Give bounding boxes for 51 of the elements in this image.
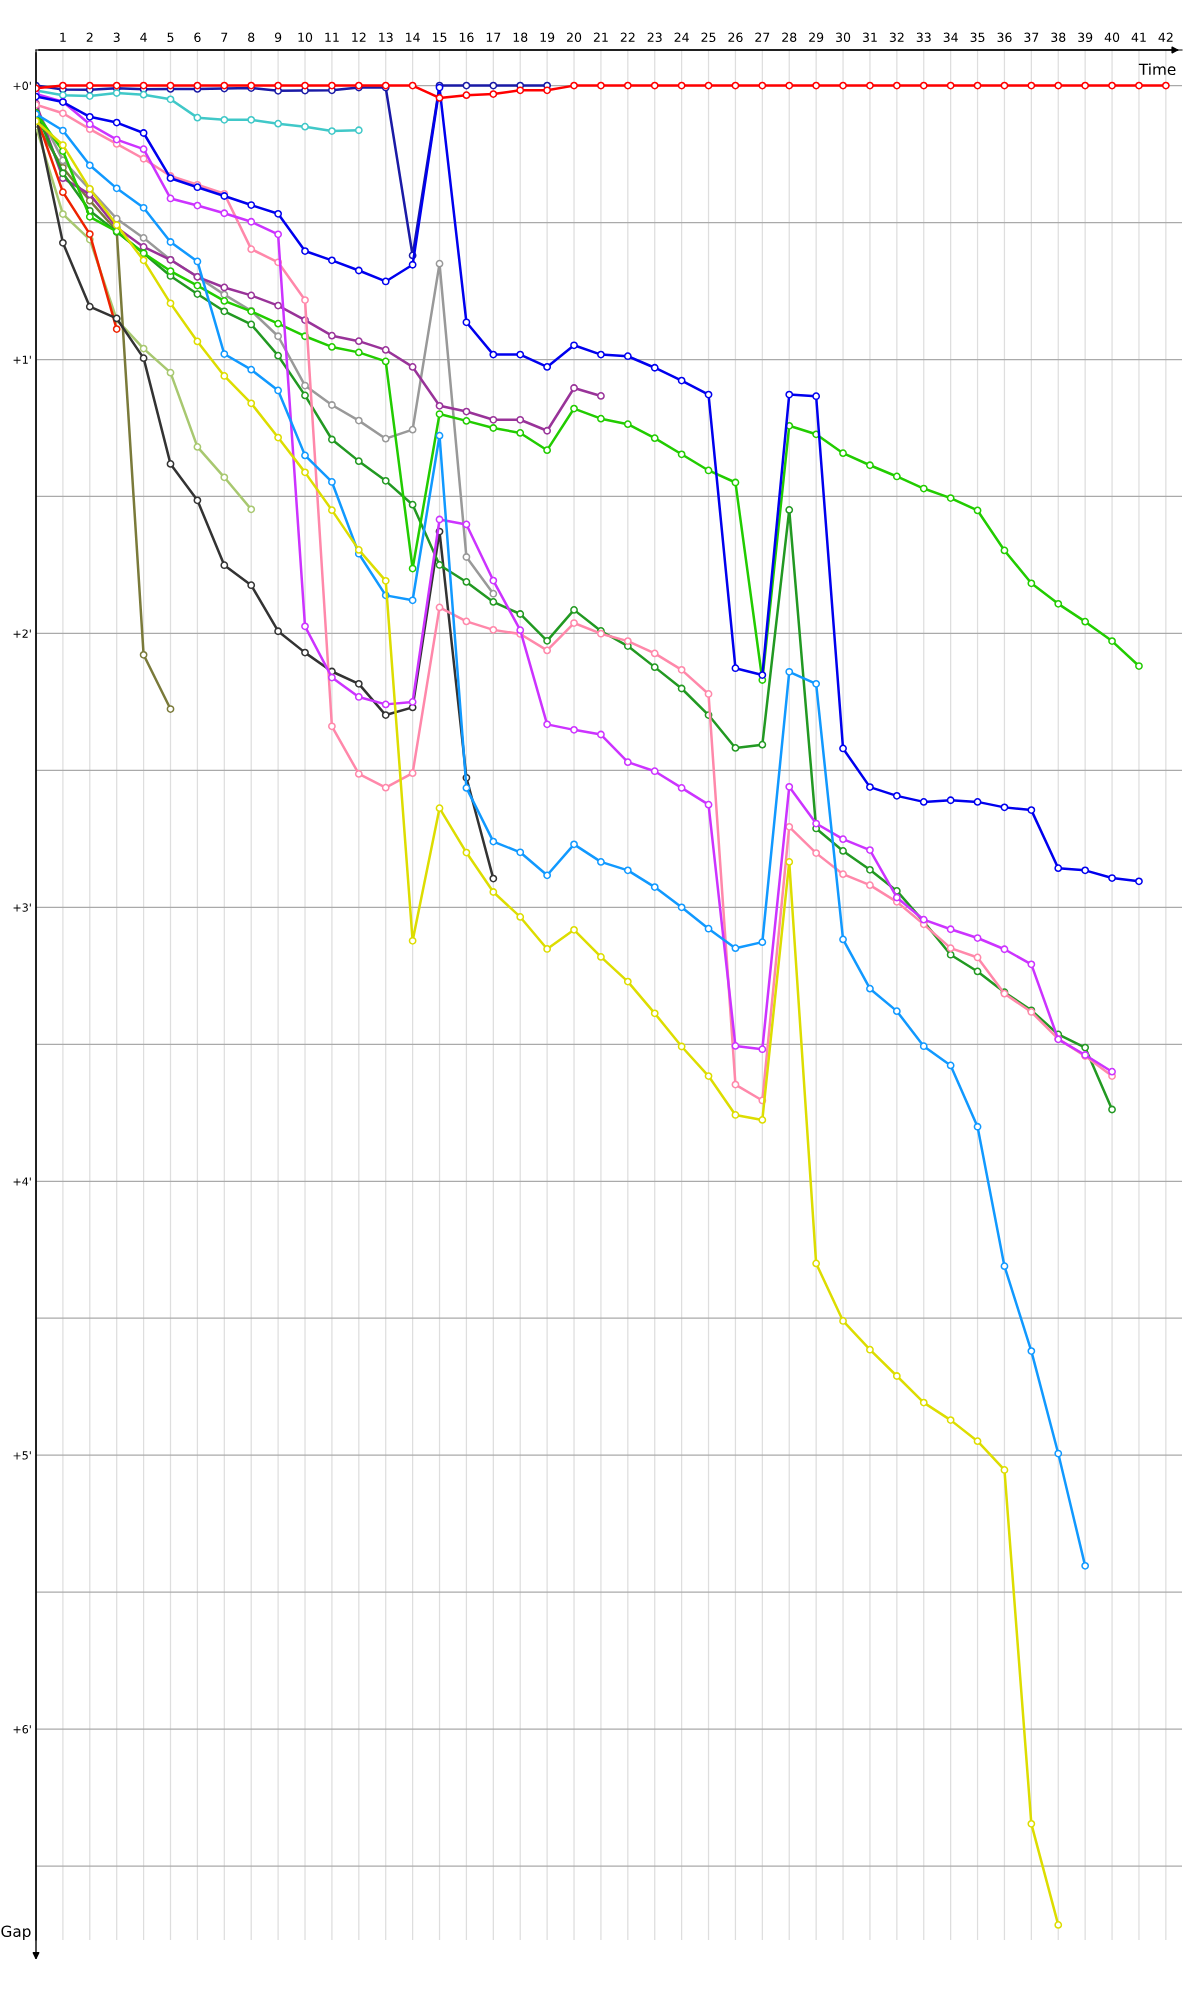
x-tick-label: 8: [248, 32, 255, 43]
x-tick-label: 12: [352, 32, 366, 42]
x-tick-label: 40: [1104, 32, 1120, 43]
x-tick-label: 1: [60, 32, 66, 42]
x-tick-label: 14: [406, 32, 420, 42]
x-tick-label: 15: [432, 32, 447, 43]
x-tick-label: 35: [970, 32, 985, 43]
x-tick-label: 39: [1078, 32, 1093, 43]
x-axis-title: Time: [1138, 63, 1176, 76]
x-tick-label: 19: [540, 32, 555, 43]
x-tick-label: 25: [701, 32, 716, 43]
x-tick-label: 28: [782, 32, 797, 43]
y-tick-label: +0': [13, 81, 31, 90]
y-tick-label: +1': [13, 355, 31, 364]
y-tick-label: +5': [13, 1451, 31, 1460]
x-tick-label: 11: [325, 32, 339, 42]
x-tick-label: 10: [298, 32, 313, 43]
x-tick-label: 32: [889, 32, 904, 43]
x-tick-label: 36: [997, 32, 1012, 43]
x-tick-label: 34: [943, 32, 958, 43]
x-tick-label: 13: [379, 32, 393, 43]
x-tick-label: 26: [728, 32, 743, 43]
y-tick-label: +2': [13, 629, 31, 638]
x-tick-label: 6: [194, 32, 201, 43]
x-tick-label: 41: [1131, 32, 1146, 42]
x-tick-label: 33: [916, 32, 931, 43]
y-tick-label: +4': [13, 1177, 31, 1186]
x-tick-label: 5: [167, 32, 174, 43]
x-tick-label: 20: [566, 32, 582, 43]
x-tick-label: 23: [647, 32, 662, 43]
x-tick-label: 37: [1024, 32, 1039, 43]
x-tick-label: 2: [86, 32, 93, 42]
x-tick-label: 7: [221, 32, 228, 42]
x-tick-label: 16: [459, 32, 474, 43]
x-tick-label: 4: [140, 32, 147, 42]
x-tick-label: 17: [486, 32, 501, 42]
y-tick-label: +6': [13, 1725, 31, 1734]
y-axis-title: Gap: [1, 1925, 31, 1940]
x-tick-label: 31: [862, 32, 877, 43]
x-tick-label: 9: [274, 32, 282, 43]
x-tick-label: 21: [593, 32, 608, 42]
x-tick-label: 3: [113, 32, 120, 43]
x-tick-label: 22: [620, 32, 635, 42]
y-tick-label: +3': [13, 903, 31, 912]
x-tick-label: 42: [1158, 32, 1173, 42]
x-tick-label: 27: [755, 32, 770, 42]
x-tick-label: 18: [513, 32, 528, 43]
x-tick-label: 30: [836, 32, 851, 43]
x-tick-label: 38: [1051, 32, 1066, 43]
x-tick-label: 24: [674, 32, 689, 42]
x-tick-label: 29: [809, 32, 824, 43]
